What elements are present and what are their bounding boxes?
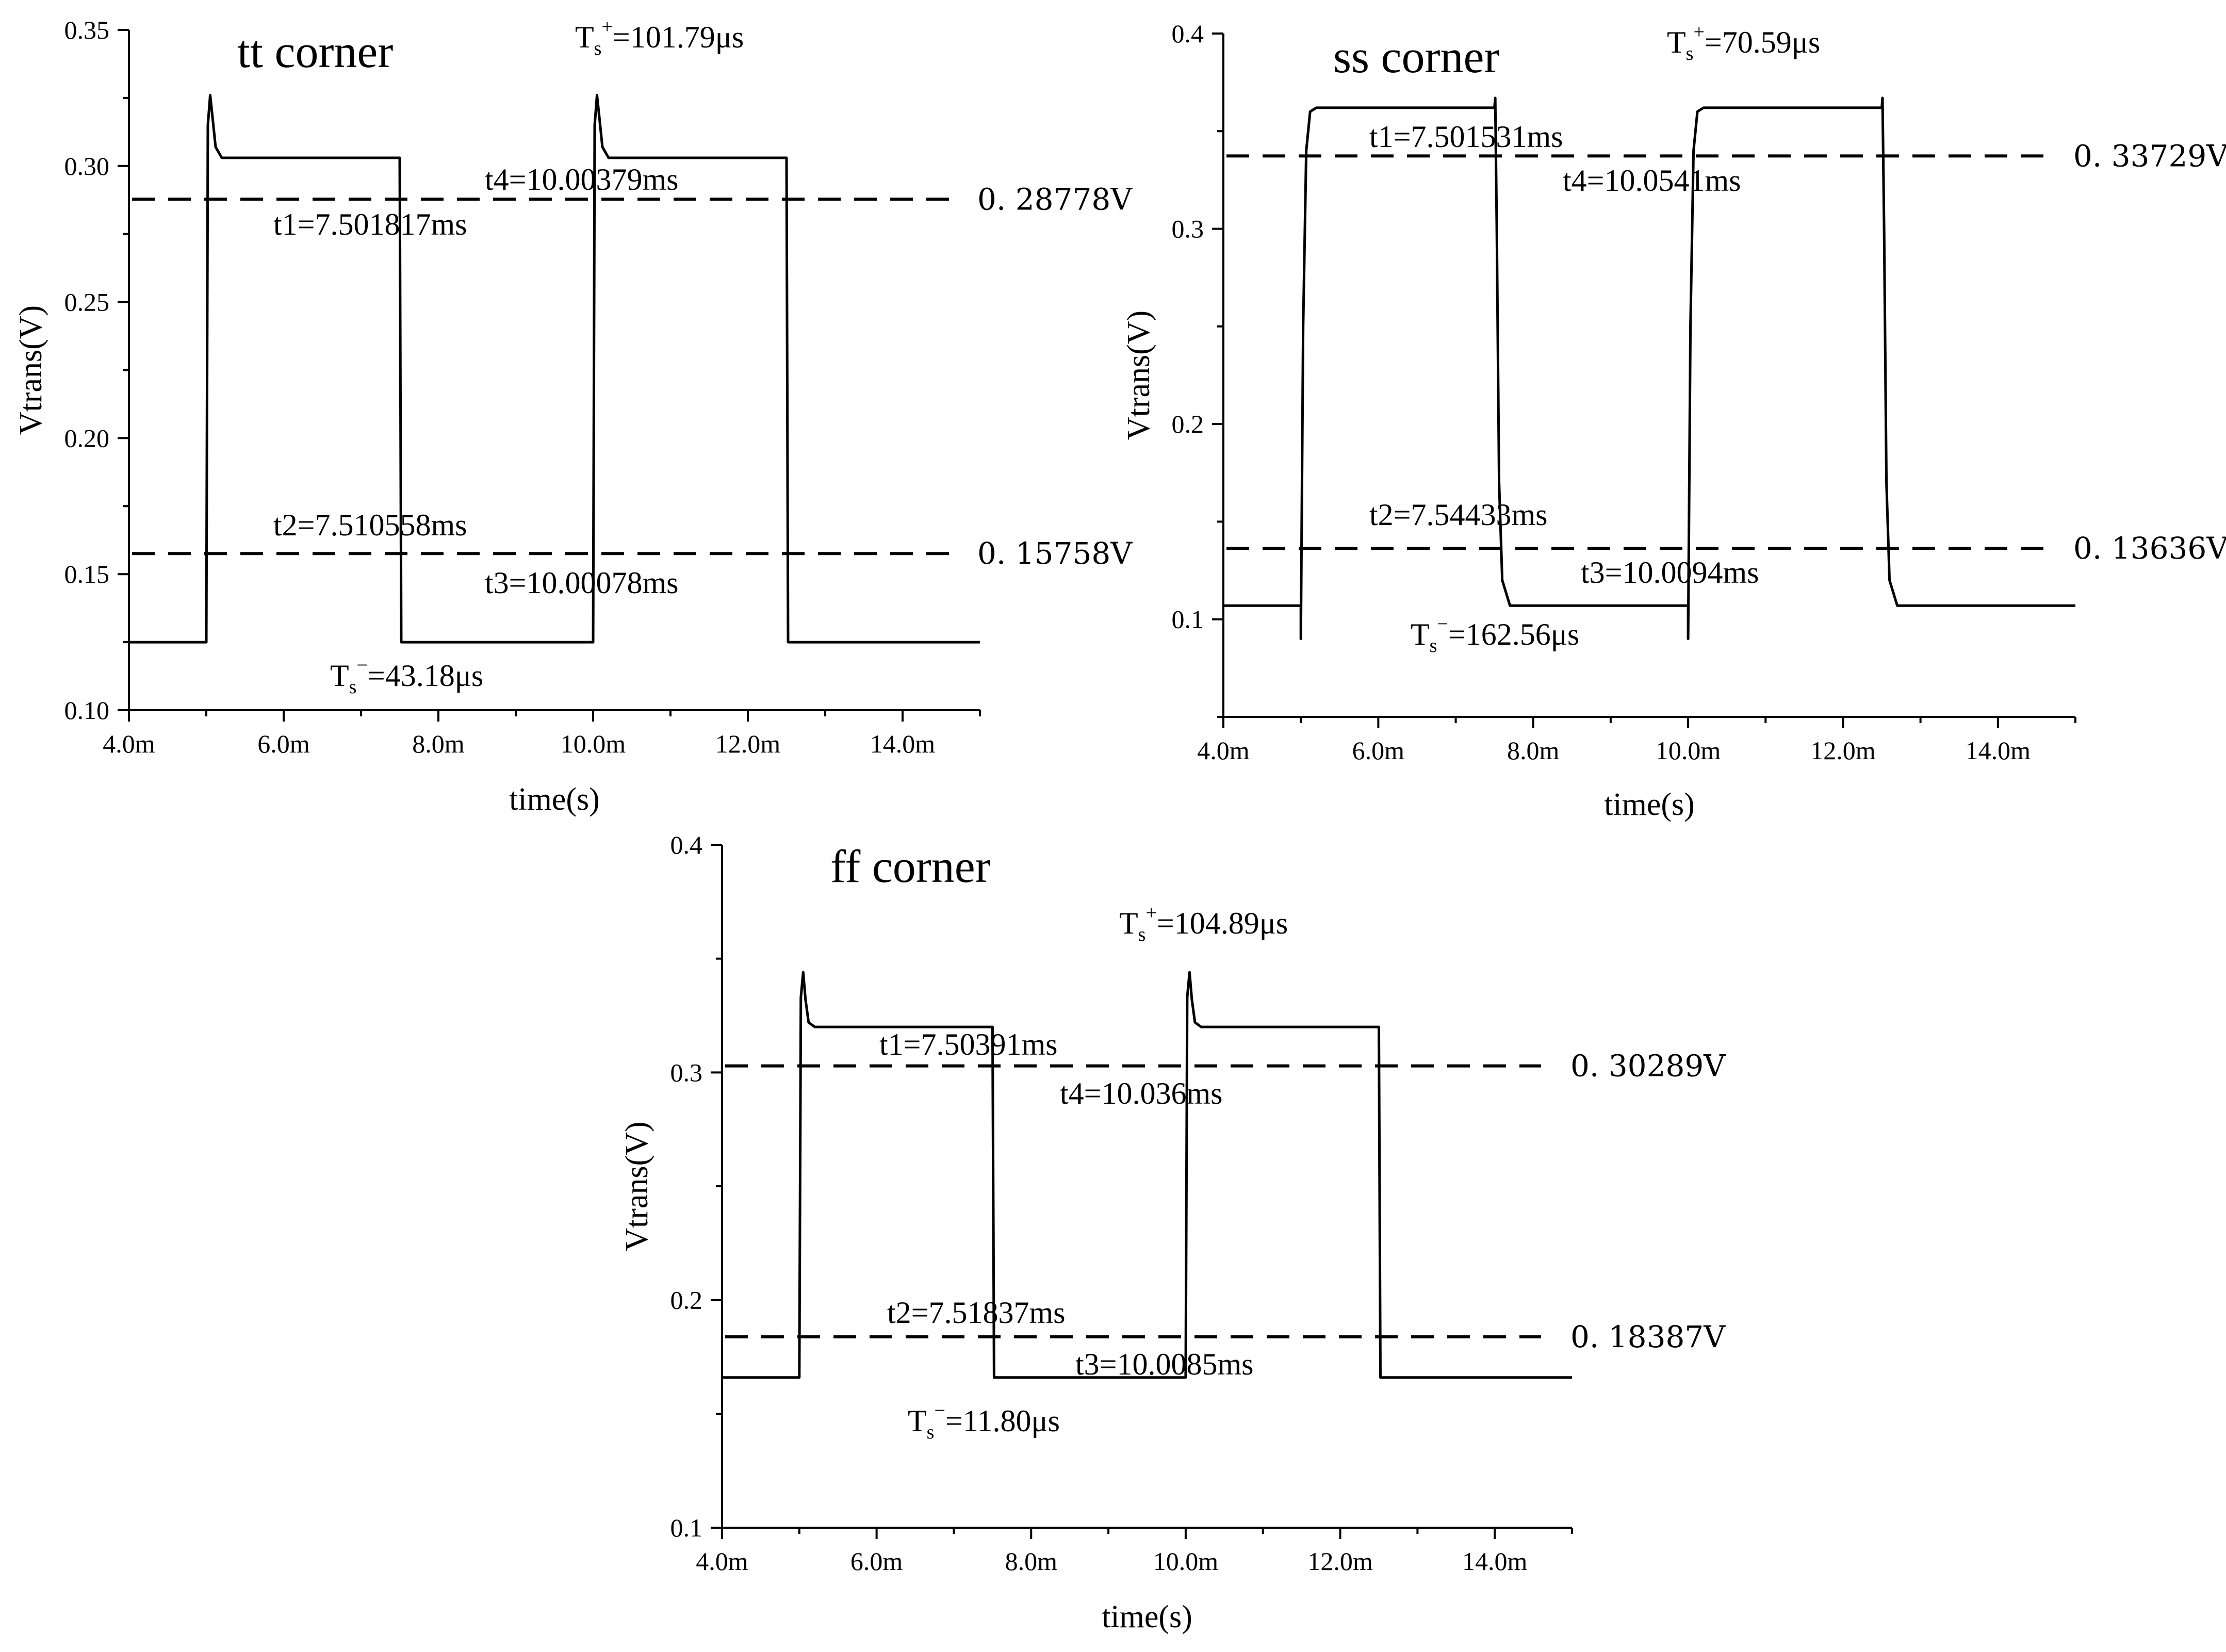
annotation-label: t2=7.510558ms xyxy=(273,508,467,542)
x-tick-label: 4.0m xyxy=(103,729,155,758)
x-tick-label: 12.0m xyxy=(715,729,781,758)
settling-time-label: Ts+=70.59μs xyxy=(1667,21,1820,64)
x-tick-label: 14.0m xyxy=(1462,1547,1528,1576)
x-tick-label: 14.0m xyxy=(870,729,936,758)
x-tick-label: 8.0m xyxy=(1507,736,1560,765)
chart-panel: 4.0m 6.0m 8.0m 10.0m 12.0m 14.0m 0.10 0.15 0.20 0… xyxy=(13,15,1133,817)
settling-time-label: Ts+=101.79μs xyxy=(575,16,744,59)
x-tick-label: 12.0m xyxy=(1307,1547,1373,1576)
annotation-label: t4=10.00379ms xyxy=(485,162,679,197)
annotation-label: t3=10.0094ms xyxy=(1581,555,1759,590)
y-tick-label: 0.3 xyxy=(670,1058,703,1087)
x-tick-label: 6.0m xyxy=(257,729,310,758)
y-tick-label: 0.4 xyxy=(670,830,703,859)
annotation-label: t3=10.0085ms xyxy=(1075,1347,1254,1381)
x-tick-label: 12.0m xyxy=(1810,736,1876,765)
chart-panel: 4.0m 6.0m 8.0m 10.0m 12.0m 14.0m 0.1 0.2 0.3 0.4 t… xyxy=(619,830,1726,1634)
chart-title: tt corner xyxy=(237,26,393,77)
threshold-label: 0. 15758V xyxy=(977,536,1133,571)
x-tick-label: 4.0m xyxy=(696,1547,748,1576)
y-tick-label: 0.4 xyxy=(1172,19,1204,48)
x-tick-label: 14.0m xyxy=(1966,736,2031,765)
series-line xyxy=(129,94,980,644)
x-axis-label: time(s) xyxy=(1102,1599,1192,1634)
chart-title: ss corner xyxy=(1333,31,1499,83)
threshold-label: 0. 13636V xyxy=(2073,531,2226,566)
annotation-label: t4=10.036ms xyxy=(1060,1076,1223,1110)
y-tick-label: 0.3 xyxy=(1172,215,1204,243)
threshold-label: 0. 28778V xyxy=(977,182,1133,217)
y-tick-label: 0.1 xyxy=(1172,605,1204,634)
settling-time-label: Ts+=104.89μs xyxy=(1119,902,1288,945)
annotation-label: t1=7.501817ms xyxy=(273,207,467,241)
y-tick-label: 0.2 xyxy=(670,1286,703,1315)
y-axis-label: Vtrans(V) xyxy=(13,305,48,435)
x-tick-label: 10.0m xyxy=(1153,1547,1219,1576)
series-line xyxy=(1223,96,2075,641)
y-tick-label: 0.35 xyxy=(64,15,110,44)
annotation-label: t1=7.501531ms xyxy=(1369,120,1563,154)
y-tick-label: 0.25 xyxy=(64,288,110,317)
y-axis-label: Vtrans(V) xyxy=(619,1121,654,1251)
settling-time-label: Ts−=162.56μs xyxy=(1411,613,1579,657)
x-tick-label: 10.0m xyxy=(1656,736,1721,765)
settling-time-label: Ts−=11.80μs xyxy=(908,1400,1060,1443)
annotation-label: t4=10.0541ms xyxy=(1563,163,1741,198)
x-tick-label: 6.0m xyxy=(850,1547,903,1576)
threshold-label: 0. 18387V xyxy=(1570,1319,1726,1354)
y-tick-label: 0.15 xyxy=(64,560,110,588)
chart-panel: 4.0m 6.0m 8.0m 10.0m 12.0m 14.0m 0.1 0.2 0.3 0.4 t… xyxy=(1121,19,2226,822)
threshold-label: 0. 30289V xyxy=(1570,1049,1726,1084)
annotation-label: t3=10.00078ms xyxy=(485,566,679,600)
y-tick-label: 0.1 xyxy=(670,1513,703,1542)
y-tick-label: 0.2 xyxy=(1172,410,1204,438)
x-axis-label: time(s) xyxy=(509,782,600,817)
y-tick-label: 0.10 xyxy=(64,696,110,725)
x-tick-label: 10.0m xyxy=(561,729,626,758)
y-tick-label: 0.20 xyxy=(64,423,110,452)
x-tick-label: 4.0m xyxy=(1197,736,1250,765)
annotation-label: t1=7.50391ms xyxy=(879,1027,1058,1061)
annotation-label: t2=7.51837ms xyxy=(887,1296,1066,1330)
threshold-label: 0. 33729V xyxy=(2073,138,2226,173)
x-tick-label: 6.0m xyxy=(1352,736,1405,765)
y-tick-label: 0.30 xyxy=(64,152,110,181)
series-line xyxy=(722,971,1572,1379)
x-tick-label: 8.0m xyxy=(1005,1547,1058,1576)
chart-title: ff corner xyxy=(830,841,991,892)
y-axis-label: Vtrans(V) xyxy=(1121,310,1156,440)
annotation-label: t2=7.54433ms xyxy=(1369,498,1548,532)
x-axis-label: time(s) xyxy=(1604,787,1695,822)
x-tick-label: 8.0m xyxy=(412,729,465,758)
settling-time-label: Ts−=43.18μs xyxy=(330,655,483,698)
